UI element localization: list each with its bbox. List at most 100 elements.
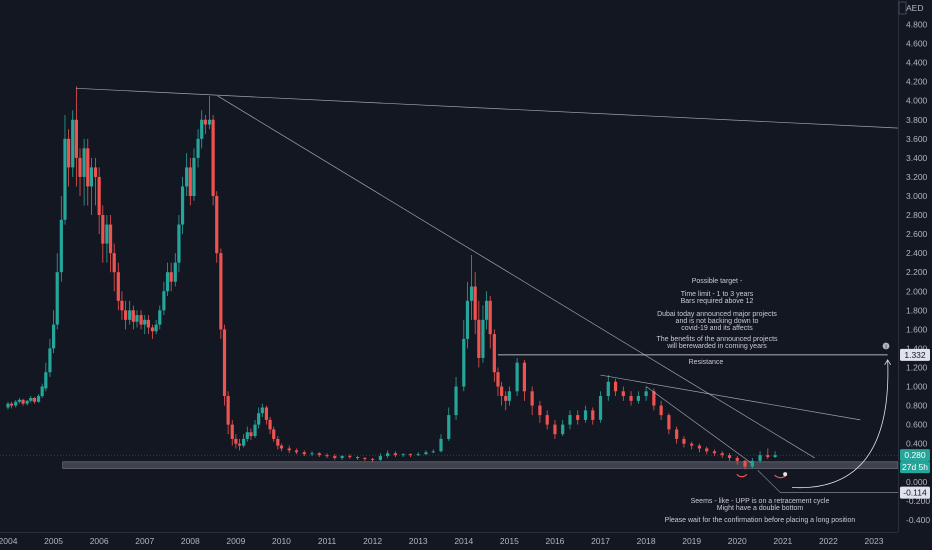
candle-body xyxy=(245,432,249,439)
note-line: Possible target - xyxy=(692,278,743,285)
y-tick-label: 4.600 xyxy=(906,39,928,49)
measure-leader xyxy=(757,470,781,493)
measure-price-label-bg xyxy=(900,486,930,499)
candle-body xyxy=(465,300,470,339)
candle-body xyxy=(249,432,253,437)
y-tick-label: 3.400 xyxy=(906,153,928,163)
candle-body xyxy=(727,455,732,458)
note-line: Time limit - 1 to 3 years xyxy=(681,291,754,298)
x-tick-label: 2017 xyxy=(591,536,610,546)
target-price-label: 1.332 xyxy=(904,350,926,360)
candle-body xyxy=(14,401,18,406)
candle-body xyxy=(32,397,37,402)
support-zone-layer xyxy=(62,461,899,469)
candle-body xyxy=(116,272,120,301)
candle-body xyxy=(40,386,44,397)
candle-body xyxy=(143,319,147,325)
candle-body xyxy=(55,272,59,325)
bottom-note-line: Please wait for the confirmation before … xyxy=(665,517,856,524)
candle-body xyxy=(675,429,679,439)
trend-line-short[interactable] xyxy=(645,386,752,464)
candle-body xyxy=(74,119,78,158)
y-tick-label: 0.400 xyxy=(906,439,928,449)
candle-body xyxy=(188,167,192,196)
x-tick-label: 2005 xyxy=(44,536,63,546)
trend-line-mid[interactable] xyxy=(600,374,861,421)
currency-scale-icon[interactable] xyxy=(898,1,907,15)
info-icon[interactable] xyxy=(882,342,890,350)
candle-body xyxy=(169,272,173,282)
x-tick-label: 2018 xyxy=(637,536,656,546)
bottom-note-line: Seems - like - UPP is on a retracement c… xyxy=(691,498,830,505)
candle-body xyxy=(690,443,694,446)
candle-body xyxy=(484,300,489,320)
candle-body xyxy=(219,253,223,330)
candle-body xyxy=(462,338,466,387)
currency-label: AED xyxy=(906,3,923,13)
y-tick-label: 2.200 xyxy=(906,267,928,277)
note-line: The benefits of the announced projects xyxy=(656,336,778,343)
candle-body xyxy=(93,167,98,177)
target-projection-arc[interactable] xyxy=(791,359,889,488)
y-tick-label: -0.200 xyxy=(906,496,930,506)
candle-body xyxy=(393,453,398,456)
y-tick-label: 3.200 xyxy=(906,172,928,182)
y-tick-label: 4.400 xyxy=(906,58,928,68)
candle-body xyxy=(621,391,625,397)
candle-body xyxy=(750,460,754,467)
y-tick-label: 3.000 xyxy=(906,191,928,201)
candle-body xyxy=(598,396,603,420)
countdown-bg xyxy=(900,461,930,474)
candle-body xyxy=(371,458,375,460)
candle-body xyxy=(766,455,770,458)
candle-body xyxy=(67,138,71,168)
note-line: will berewarded in coming years xyxy=(666,343,767,350)
candle-body xyxy=(424,452,428,455)
note-line: and is not backing down to xyxy=(676,318,759,325)
support-zone[interactable] xyxy=(62,461,899,469)
candle-body xyxy=(591,410,595,420)
x-tick-label: 2013 xyxy=(409,536,428,546)
candle-body xyxy=(644,391,648,397)
candle-body xyxy=(500,386,504,397)
measure-price-label: -0.114 xyxy=(903,488,927,498)
note-line: Dubai today announced major projects xyxy=(657,311,777,318)
y-tick-label: 0.000 xyxy=(906,477,928,487)
candle-body xyxy=(773,455,777,458)
candle-body xyxy=(606,381,610,397)
info-icon-glyph: i xyxy=(885,345,886,351)
candle-body xyxy=(112,253,116,273)
y-tick-label: 1.800 xyxy=(906,305,928,315)
candle-body xyxy=(97,176,101,216)
candle-body xyxy=(150,327,155,332)
anchor-dot xyxy=(783,472,788,477)
current-price-label: 0.280 xyxy=(904,450,926,460)
candle-body xyxy=(576,415,580,420)
candle-body xyxy=(101,215,105,244)
candle-body xyxy=(146,319,150,328)
candle-body xyxy=(215,195,219,254)
y-tick-label: 0.600 xyxy=(906,420,928,430)
candle-body xyxy=(378,456,382,460)
drawings[interactable] xyxy=(0,87,925,493)
y-tick-label: 0.800 xyxy=(906,401,928,411)
candle-body xyxy=(515,362,519,392)
candle-body xyxy=(682,438,686,444)
trend-line-main[interactable] xyxy=(217,95,815,459)
x-tick-label: 2020 xyxy=(728,536,747,546)
candle-body xyxy=(720,453,724,456)
candle-body xyxy=(48,348,52,373)
candle-body xyxy=(211,119,215,196)
candle-body xyxy=(86,148,90,187)
candle-body xyxy=(401,454,405,456)
x-tick-label: 2004 xyxy=(0,536,18,546)
x-tick-label: 2009 xyxy=(226,536,245,546)
candle-body xyxy=(545,415,549,425)
candle-body xyxy=(131,310,135,322)
candle-body xyxy=(242,438,246,446)
candle-body xyxy=(568,415,572,425)
candle-body xyxy=(447,415,451,439)
trend-line-upper[interactable] xyxy=(76,87,925,130)
resistance-label: Resistance xyxy=(689,359,724,366)
